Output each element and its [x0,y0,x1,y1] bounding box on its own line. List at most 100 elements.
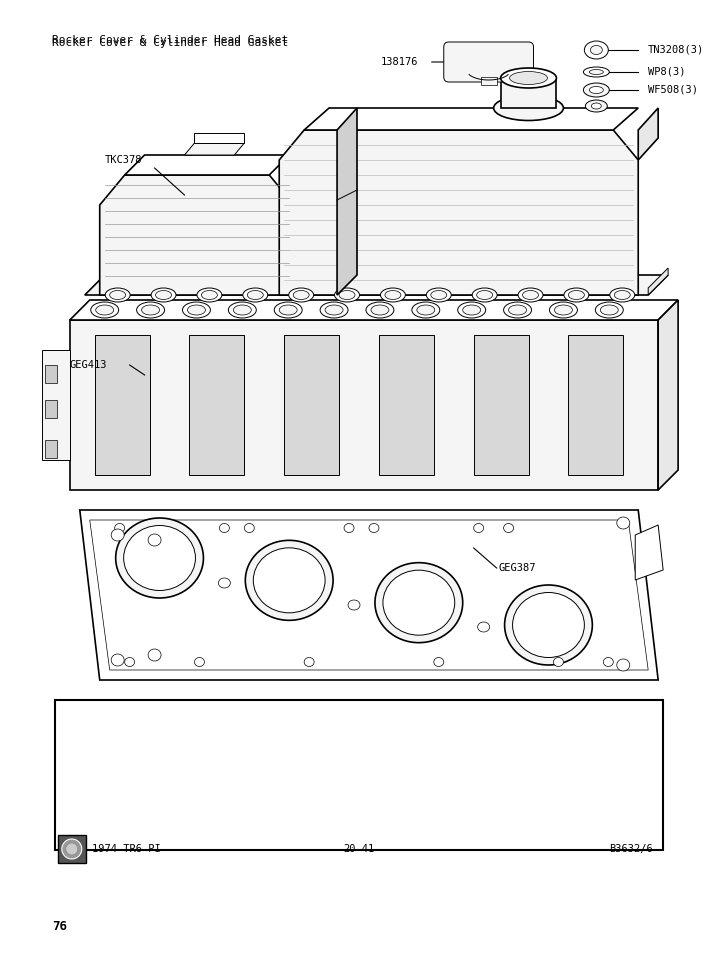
Ellipse shape [246,540,333,620]
Ellipse shape [111,654,124,666]
Ellipse shape [523,291,539,300]
Ellipse shape [91,302,119,318]
Ellipse shape [344,523,354,533]
Ellipse shape [568,291,585,300]
Ellipse shape [233,305,251,315]
Polygon shape [194,133,244,143]
Ellipse shape [114,523,125,533]
Ellipse shape [600,305,618,315]
Ellipse shape [385,291,401,300]
Ellipse shape [583,83,609,97]
Ellipse shape [304,658,314,666]
Ellipse shape [610,288,635,302]
Bar [45,365,57,383]
Ellipse shape [156,291,171,300]
Ellipse shape [591,103,601,109]
Polygon shape [638,108,658,160]
Ellipse shape [289,288,314,302]
Polygon shape [85,275,668,295]
Text: 1974 TR6 PI: 1974 TR6 PI [91,844,161,854]
Text: WF508(3): WF508(3) [648,85,698,95]
Ellipse shape [549,302,577,318]
Text: Rocker Cover & Cylinder Head Gasket: Rocker Cover & Cylinder Head Gasket [52,38,288,48]
Ellipse shape [583,67,609,77]
Ellipse shape [253,548,325,612]
Ellipse shape [474,523,484,533]
Ellipse shape [151,288,176,302]
Ellipse shape [500,68,557,88]
Ellipse shape [383,570,455,636]
Bar [568,335,624,475]
FancyBboxPatch shape [444,42,534,82]
Ellipse shape [554,658,564,666]
Ellipse shape [412,302,440,318]
Text: TKC378: TKC378 [104,155,143,165]
Polygon shape [80,510,658,680]
Ellipse shape [505,585,593,665]
Circle shape [62,839,82,859]
Ellipse shape [320,302,348,318]
Ellipse shape [433,658,444,666]
Polygon shape [279,130,638,295]
Ellipse shape [247,291,264,300]
Polygon shape [337,108,357,295]
Ellipse shape [472,288,497,302]
Bar [284,335,339,475]
Ellipse shape [243,288,268,302]
Ellipse shape [244,523,254,533]
Bar [474,335,528,475]
Bar [95,335,150,475]
Text: 76: 76 [52,920,67,933]
Ellipse shape [137,302,165,318]
Ellipse shape [124,525,195,590]
Text: WP8(3): WP8(3) [648,67,685,77]
Ellipse shape [614,291,630,300]
Ellipse shape [105,288,130,302]
Ellipse shape [348,600,360,610]
Ellipse shape [148,649,161,661]
Bar [189,335,244,475]
Ellipse shape [366,302,394,318]
Polygon shape [635,525,663,580]
Text: 20-41: 20-41 [343,844,374,854]
Ellipse shape [116,518,204,598]
Ellipse shape [458,302,486,318]
Ellipse shape [417,305,435,315]
Ellipse shape [142,305,160,315]
Ellipse shape [194,658,204,666]
Text: TN3208(3): TN3208(3) [648,45,704,55]
Text: 138176: 138176 [381,57,418,67]
Ellipse shape [279,305,297,315]
Polygon shape [648,268,668,295]
Polygon shape [100,175,294,295]
Ellipse shape [293,291,309,300]
Ellipse shape [148,534,161,546]
Ellipse shape [508,305,526,315]
Polygon shape [658,300,678,490]
Ellipse shape [218,578,230,588]
Polygon shape [184,143,244,155]
Ellipse shape [109,291,126,300]
Ellipse shape [335,288,359,302]
Bar [55,700,663,850]
Circle shape [66,843,78,855]
Ellipse shape [564,288,589,302]
Ellipse shape [111,529,124,541]
Text: GEG413: GEG413 [70,360,107,370]
Ellipse shape [197,288,222,302]
Text: B3632/6: B3632/6 [609,844,653,854]
Text: GEG387: GEG387 [499,563,536,573]
Ellipse shape [513,592,585,658]
Ellipse shape [182,302,210,318]
Bar [58,835,86,863]
Ellipse shape [585,100,607,112]
Bar [45,400,57,418]
Ellipse shape [369,523,379,533]
Ellipse shape [590,69,603,75]
Bar [481,77,497,85]
Ellipse shape [477,291,492,300]
Ellipse shape [228,302,256,318]
Ellipse shape [380,288,405,302]
Ellipse shape [125,658,135,666]
Ellipse shape [590,45,603,55]
